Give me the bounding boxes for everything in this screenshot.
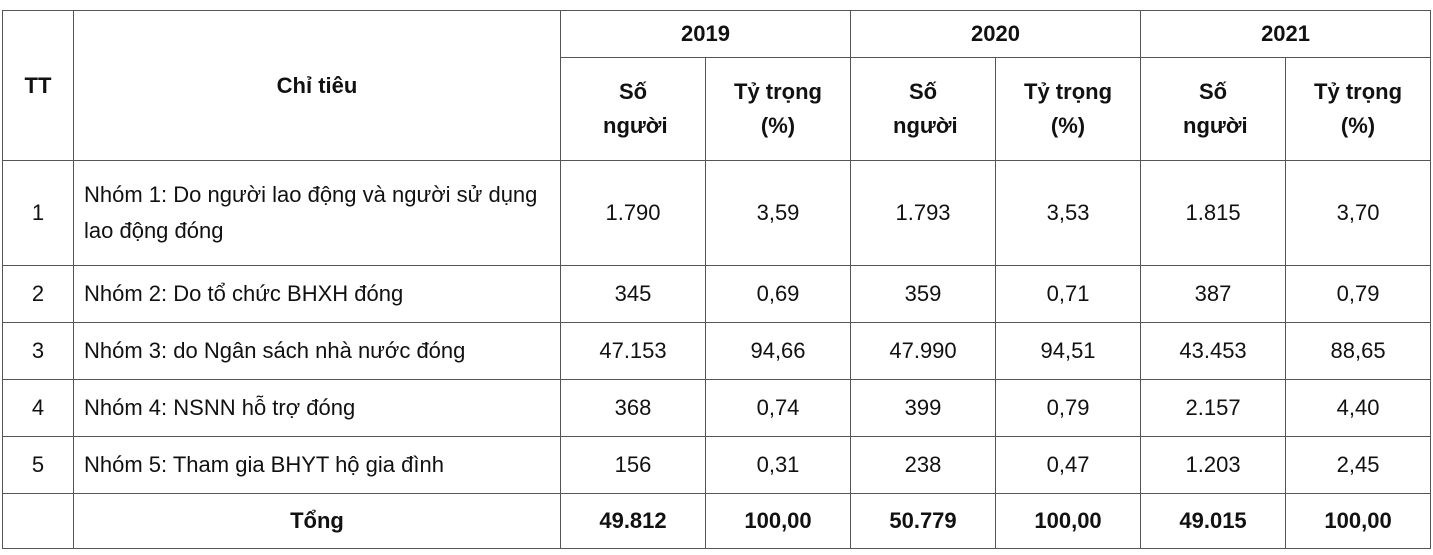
indicator: Nhóm 3: do Ngân sách nhà nước đóng [73,322,561,380]
header-sub-row: Số người Tỷ trọng (%) Số người Tỷ trọng (%)… [3,57,1432,161]
header-share: Tỷ trọng (%) [1285,57,1432,161]
header-share-text: Tỷ trọng (%) [1314,79,1403,138]
value-cell: 43.453 [1140,322,1287,380]
header-share-text: Tỷ trọng (%) [1024,79,1113,138]
row-number: 1 [2,160,74,266]
header-year: 2019 [559,10,852,58]
empty-cell [2,493,74,549]
header-indicator: Chỉ tiêu [73,10,561,161]
row-number: 2 [2,265,74,323]
total-value: 50.779 [850,493,997,549]
header-count: Số người [560,57,706,161]
header-year: 2020 [850,10,1142,58]
value-cell: 399 [850,379,997,437]
value-cell: 1.790 [560,160,706,266]
value-cell: 88,65 [1285,322,1432,380]
value-cell: 1.203 [1140,436,1287,494]
value-cell: 359 [850,265,997,323]
value-cell: 0,71 [995,265,1142,323]
value-cell: 387 [1140,265,1287,323]
indicator: Nhóm 2: Do tổ chức BHXH đóng [73,265,561,323]
data-row: 1 Nhóm 1: Do người lao động và người sử d… [2,160,1432,266]
indicator: Nhóm 1: Do người lao động và người sử dụ… [73,160,561,266]
header-share-text: Tỷ trọng (%) [734,79,822,138]
value-cell: 94,66 [704,322,852,380]
header-count: Số người [1140,57,1287,161]
header-count-text: Số người [603,79,668,138]
data-table: TT Chỉ tiêu 2019 2020 2021 Số người Tỷ trọn… [2,10,1432,549]
value-cell: 2.157 [1140,379,1287,437]
header-count: Số người [850,57,997,161]
header-tt: TT [2,10,74,161]
value-cell: 0,31 [704,436,852,494]
value-cell: 47.990 [850,322,997,380]
value-cell: 0,79 [1285,265,1432,323]
row-number: 5 [2,436,74,494]
data-row: 5 Nhóm 5: Tham gia BHYT hộ gia đình 156 0,3… [2,436,1432,494]
header-year-row: TT Chỉ tiêu 2019 2020 2021 [2,10,1432,161]
indicator: Nhóm 4: NSNN hỗ trợ đóng [73,379,561,437]
value-cell: 3,59 [704,160,852,266]
value-cell: 345 [560,265,706,323]
header-count-text: Số người [1183,79,1248,138]
value-cell: 0,74 [704,379,852,437]
total-row: Tổng 49.812 100,00 50.779 100,00 49.015 100,00 [2,493,1432,549]
indicator: Nhóm 5: Tham gia BHYT hộ gia đình [73,436,561,494]
table-body: 1 Nhóm 1: Do người lao động và người sử d… [2,160,1432,549]
value-cell: 156 [560,436,706,494]
total-value: 49.812 [560,493,706,549]
value-cell: 1.793 [850,160,997,266]
data-row: 3 Nhóm 3: do Ngân sách nhà nước đóng 47.15… [2,322,1432,380]
header-share: Tỷ trọng (%) [704,57,852,161]
total-label: Tổng [73,493,561,549]
header-year: 2021 [1140,10,1432,58]
value-cell: 0,47 [995,436,1142,494]
total-value: 100,00 [1285,493,1432,549]
header-share: Tỷ trọng (%) [995,57,1142,161]
row-number: 3 [2,322,74,380]
total-value: 49.015 [1140,493,1287,549]
total-value: 100,00 [704,493,852,549]
row-number: 4 [2,379,74,437]
value-cell: 238 [850,436,997,494]
value-cell: 2,45 [1285,436,1432,494]
value-cell: 3,70 [1285,160,1432,266]
value-cell: 0,69 [704,265,852,323]
value-cell: 3,53 [995,160,1142,266]
value-cell: 94,51 [995,322,1142,380]
header-count-text: Số người [893,79,958,138]
value-cell: 47.153 [560,322,706,380]
data-row: 4 Nhóm 4: NSNN hỗ trợ đóng 368 0,74 399 0,79 2… [2,379,1432,437]
value-cell: 368 [560,379,706,437]
value-cell: 4,40 [1285,379,1432,437]
value-cell: 0,79 [995,379,1142,437]
data-row: 2 Nhóm 2: Do tổ chức BHXH đóng 345 0,69 359 0… [2,265,1432,323]
value-cell: 1.815 [1140,160,1287,266]
total-value: 100,00 [995,493,1142,549]
